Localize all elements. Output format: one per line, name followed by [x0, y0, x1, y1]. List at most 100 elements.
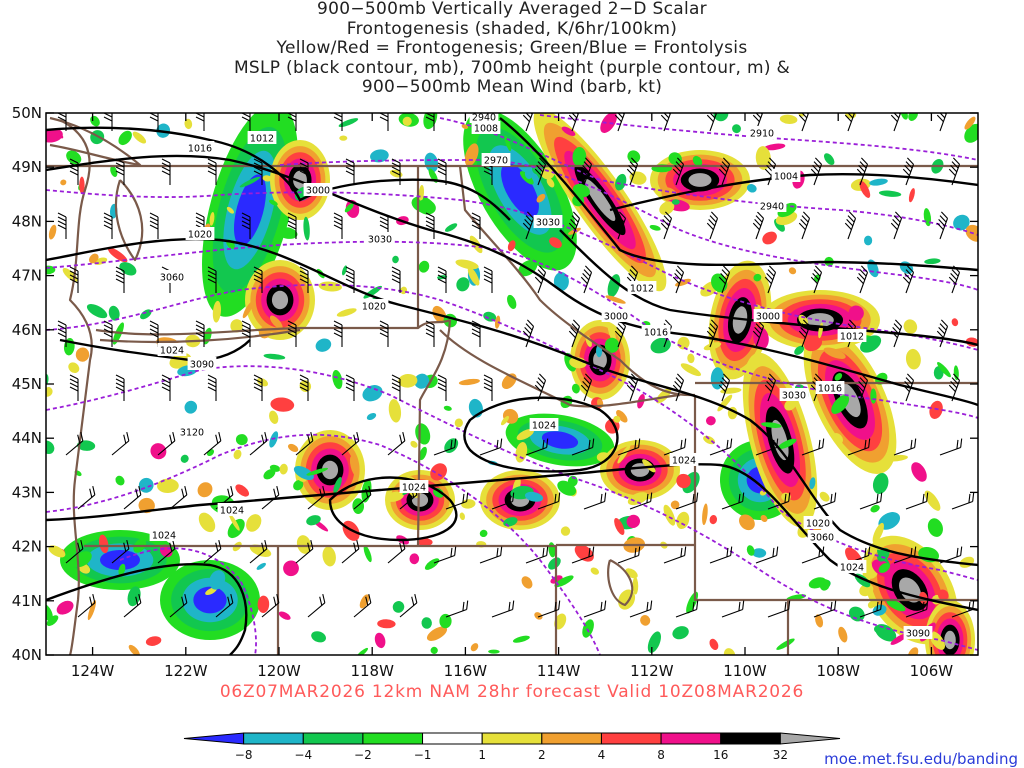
shading-cell: [392, 601, 405, 613]
wind-barb: [810, 157, 823, 186]
shading-cell: [732, 124, 741, 134]
colorbar-segment: [779, 732, 841, 745]
shading-cell: [344, 203, 354, 213]
wind-barb: [437, 266, 447, 293]
shading-cell: [878, 562, 890, 573]
title-line-2: Frontogenesis (shaded, K/6hr/100km): [346, 18, 678, 39]
svg-text:3000: 3000: [756, 312, 780, 323]
shading-cell: [410, 440, 418, 448]
shading-cell: [746, 545, 755, 556]
shading-cell: [445, 223, 458, 232]
svg-text:2910: 2910: [750, 129, 774, 140]
wind-barb: [425, 212, 435, 239]
shading-cell: [927, 518, 943, 537]
mslp-label: 1016: [185, 141, 215, 155]
shading-cell: [890, 633, 908, 645]
shading-cell: [66, 150, 82, 165]
height-label: 3000: [753, 309, 783, 323]
mslp-label: 1016: [641, 325, 671, 339]
shading-cell: [56, 600, 74, 615]
wind-barb: [203, 540, 222, 564]
shading-cell: [98, 534, 109, 554]
wind-barb: [752, 211, 765, 240]
wind-barb: [856, 157, 869, 186]
wind-barb: [522, 211, 535, 240]
shading-cell: [86, 304, 108, 319]
svg-text:1024: 1024: [532, 421, 556, 432]
wind-barb: [387, 432, 406, 456]
lon-tick-label: 124W: [71, 662, 115, 680]
height-label: 3000: [601, 309, 631, 323]
lon-tick-label: 120W: [257, 662, 301, 680]
puget-sound-coast: [114, 179, 144, 262]
wind-barb: [890, 319, 903, 348]
wind-barb: [801, 438, 825, 456]
contour-labels: 1016 1012 1008 1020 1024 1004 1012 1016 1024 1020…: [149, 110, 933, 640]
colorbar-segment: [541, 732, 602, 745]
wind-barb: [718, 157, 731, 186]
shading-cell: [414, 373, 430, 389]
height-contour-3120: [46, 433, 601, 655]
svg-text:3000: 3000: [306, 186, 330, 197]
shading-cell: [512, 635, 530, 643]
shading-cell: [269, 199, 278, 206]
wind-barb: [672, 265, 685, 294]
wind-barb: [445, 600, 469, 618]
lat-tick-label: 47N: [12, 267, 42, 285]
shading-cell: [75, 347, 90, 362]
wind-barb: [525, 546, 549, 564]
height-label: 3030: [365, 232, 395, 246]
source-link[interactable]: moe.met.fsu.edu/banding: [824, 750, 1018, 768]
shading-cell: [788, 267, 797, 275]
shading-cell: [338, 118, 359, 128]
shading-cell: [605, 295, 626, 304]
shading-cell: [516, 428, 534, 441]
shading-cell: [572, 183, 590, 198]
wind-barb: [798, 319, 811, 348]
shading-cell: [494, 315, 501, 329]
shading-cell: [339, 135, 348, 141]
wind-barb: [525, 438, 549, 456]
colorbar-segment: [183, 732, 245, 745]
wind-barb: [299, 374, 309, 401]
shading-cell: [753, 273, 762, 282]
wind-barb: [522, 319, 535, 348]
shading-cell: [717, 394, 733, 412]
shading-cell: [454, 418, 463, 428]
shading-cell: [336, 308, 357, 317]
shading-cell: [366, 413, 377, 420]
wind-barb: [844, 211, 857, 240]
wind-barb: [568, 319, 581, 348]
colorbar-tick-label: −1: [414, 748, 432, 762]
shading-cell: [46, 265, 56, 275]
wind-barb: [767, 492, 791, 510]
shading-cell: [706, 416, 716, 426]
shading-cell: [640, 615, 651, 626]
title-line-5: 900−500mb Mean Wind (barb, kt): [361, 77, 663, 97]
wind-barb: [157, 432, 176, 456]
wind-barb: [537, 492, 561, 510]
shading-cell: [388, 399, 402, 423]
wind-barb: [387, 540, 406, 564]
wind-barb: [859, 600, 883, 618]
shading-cell: [263, 353, 286, 360]
svg-text:2970: 2970: [484, 156, 508, 167]
longitude-axis: 124W 122W 120W 118W 116W 114W 112W 110W 108W 106W: [71, 113, 953, 680]
shading-cell: [48, 545, 66, 558]
shading-cell: [869, 178, 888, 186]
mslp-label: 1020: [359, 299, 389, 313]
svg-text:3030: 3030: [536, 218, 560, 229]
shading-cell: [293, 465, 314, 481]
shading-cell: [834, 372, 843, 381]
snake-river: [439, 329, 681, 408]
shading-cell: [964, 116, 976, 130]
wind-barb: [534, 265, 547, 294]
wind-barb: [483, 266, 493, 293]
title-line-1: 900−500mb Vertically Averaged 2−D Scalar: [317, 0, 707, 19]
shading-cell: [426, 626, 448, 641]
shading-cell: [549, 237, 562, 249]
svg-text:1012: 1012: [250, 134, 274, 145]
shading-cell: [617, 444, 631, 464]
wind-barb: [629, 600, 653, 618]
wind-barb: [149, 212, 159, 239]
